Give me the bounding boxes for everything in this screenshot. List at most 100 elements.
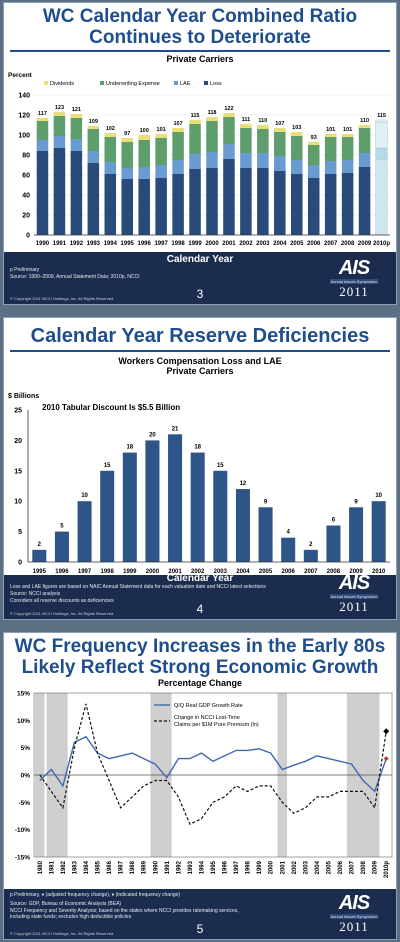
- x-tick-label: 2006: [307, 241, 321, 247]
- x-tick-label: 2000: [146, 569, 160, 575]
- x-tick-label: 2004: [273, 241, 287, 247]
- x-tick-label: 2010p: [373, 241, 390, 247]
- bar-segment: [223, 113, 235, 117]
- ais-logo: AIS Annual Issues Symposium 2011: [326, 573, 382, 613]
- x-tick-label: 2004: [315, 860, 321, 874]
- ais-logo: AIS Annual Issues Symposium 2011: [326, 258, 382, 298]
- logo-text: AIS: [338, 891, 370, 914]
- x-tick-label: 1999: [188, 241, 202, 247]
- y-tick-label: 100: [18, 133, 30, 140]
- data-label: 123: [55, 105, 64, 111]
- bar-segment: [240, 128, 252, 153]
- x-tick-label: 1996: [223, 860, 229, 874]
- logo-year: 2011: [339, 599, 369, 614]
- bar-segment: [87, 129, 100, 151]
- data-label: 115: [191, 113, 200, 119]
- data-label: 20: [149, 432, 156, 438]
- bar: [190, 452, 205, 562]
- x-tick-label: 2007: [324, 241, 338, 247]
- slide-title: Calendar Year Reserve Deficiencies: [30, 325, 370, 347]
- bar-segment: [240, 153, 252, 168]
- x-tick-label: 1996: [138, 241, 152, 247]
- data-label: 107: [275, 121, 284, 127]
- x-tick-label: 2003: [256, 241, 270, 247]
- x-tick-label: 1998: [171, 241, 185, 247]
- title-rule: [10, 349, 390, 352]
- bar-segment: [223, 159, 235, 235]
- bar: [303, 549, 318, 562]
- bar-segment: [121, 179, 134, 235]
- x-tick-label: 1999: [257, 860, 263, 874]
- y-tick-label: 120: [18, 113, 30, 120]
- y-tick-label: 25: [14, 408, 22, 415]
- bar-segment: [341, 134, 354, 137]
- data-label: 9: [354, 499, 358, 505]
- legend-label: Q/Q Real GDP Growth Rate: [174, 703, 243, 709]
- frequency-gdp-chart: -15% -10% -5% 0% 5% 10% 15% Q/Q Real GDP Growth…: [15, 691, 393, 878]
- logo-year: 2011: [339, 919, 369, 934]
- bar-segment: [155, 178, 167, 235]
- x-tick-label: 2003: [303, 860, 309, 874]
- title-line-2: Likely Reflect Strong Economic Growth: [21, 656, 379, 678]
- y-tick-label: -5%: [18, 800, 30, 807]
- bar: [349, 507, 364, 562]
- bar-segment: [189, 124, 201, 154]
- data-label: 9: [264, 499, 268, 505]
- x-tick-label: 1995: [211, 860, 217, 874]
- footnote: NCCI Frequency and Severity Analysis; ba…: [10, 907, 239, 914]
- data-label: 21: [172, 426, 179, 432]
- footnote: Considers all reserve discounts as defic…: [10, 597, 114, 604]
- bar-segment: [358, 128, 371, 153]
- slide-title: WC Calendar Year Combined Ratio Continue…: [4, 3, 396, 48]
- footnote: Source: NCCI analysis: [10, 590, 61, 597]
- x-tick-label: 1990: [153, 860, 159, 874]
- bar-segment: [70, 139, 83, 151]
- bar-segment: [104, 133, 117, 137]
- y-tick-label: 140: [18, 93, 30, 100]
- bar-segment: [274, 128, 286, 132]
- y-tick-label: 20: [14, 438, 22, 445]
- x-tick-label: 2006: [282, 569, 296, 575]
- x-tick-label: 2005: [290, 241, 304, 247]
- x-tick-label: 2010: [372, 569, 386, 575]
- bar-segment: [257, 129, 269, 153]
- slide-combined-ratio: WC Calendar Year Combined Ratio Continue…: [3, 2, 397, 305]
- legend-swatch: [204, 81, 208, 85]
- y-tick-label: 60: [22, 173, 30, 180]
- x-tick-label: 1995: [121, 241, 135, 247]
- x-tick-label: 1994: [104, 241, 118, 247]
- x-axis-title: Calendar Year: [166, 573, 234, 584]
- copyright: © Copyright 2011 NCCI Holdings, Inc. All…: [10, 296, 115, 301]
- bar-segment: [290, 132, 303, 136]
- bar-segment: [206, 121, 218, 152]
- bar-segment: [223, 117, 235, 144]
- bar-segment: [53, 148, 66, 235]
- y-tick-label: 5: [18, 529, 22, 536]
- frequency-series-line: [39, 703, 387, 826]
- y-axis-label: $ Billions: [8, 393, 39, 400]
- y-tick-label: 20: [22, 213, 30, 220]
- bar-segment: [206, 168, 218, 235]
- footer-band: Calendar Year Loss and LAE figures are b…: [4, 573, 396, 619]
- bar-segment: [104, 137, 117, 162]
- data-label: 93: [311, 135, 317, 141]
- y-tick-label: 10%: [17, 718, 30, 725]
- bar-segment: [189, 154, 201, 169]
- combined-ratio-chart: Percent 0 20 40 60 80 100 120 140 Dividends Underw…: [8, 72, 390, 247]
- bar-segment: [172, 128, 184, 132]
- slide-subtitle: Percentage Change: [157, 678, 243, 689]
- x-tick-label: 2002: [239, 241, 253, 247]
- x-tick-label: 1992: [70, 241, 84, 247]
- bar-segment: [240, 124, 252, 128]
- title-line-1: WC Frequency Increases in the Early 80s: [14, 636, 386, 657]
- data-label: 110: [258, 118, 267, 124]
- bar-segment: [53, 112, 66, 116]
- x-tick-label: 1987: [119, 860, 125, 874]
- bar-segment: [206, 117, 218, 121]
- bar-segment: [358, 153, 371, 167]
- logo-tagline: Annual Issues Symposium: [330, 593, 378, 599]
- copyright: © Copyright 2011 NCCI Holdings, Inc. All…: [10, 611, 115, 616]
- bar-segment: [138, 167, 150, 179]
- page-number: 5: [196, 922, 204, 936]
- x-tick-label: 2003: [214, 569, 228, 575]
